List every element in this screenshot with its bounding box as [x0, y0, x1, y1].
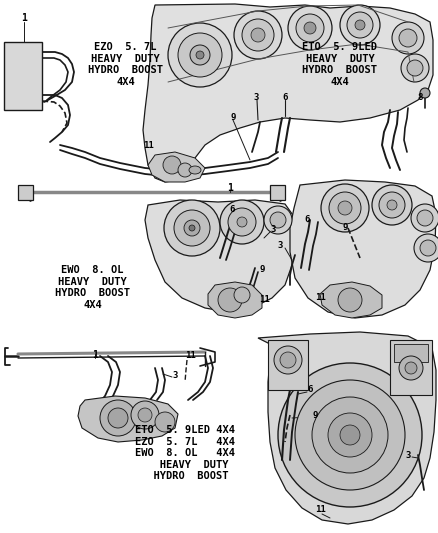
Circle shape [420, 88, 430, 98]
Circle shape [218, 288, 242, 312]
Circle shape [420, 240, 436, 256]
Circle shape [100, 400, 136, 436]
Circle shape [399, 356, 423, 380]
Circle shape [270, 212, 286, 228]
Circle shape [278, 363, 422, 507]
Circle shape [178, 163, 192, 177]
Polygon shape [208, 282, 262, 318]
Circle shape [407, 60, 423, 76]
Text: 3: 3 [253, 93, 259, 101]
Text: 11: 11 [258, 295, 269, 304]
Circle shape [108, 408, 128, 428]
Circle shape [399, 29, 417, 47]
Circle shape [228, 208, 256, 236]
Circle shape [234, 287, 250, 303]
Circle shape [196, 51, 204, 59]
Circle shape [184, 220, 200, 236]
Circle shape [189, 225, 195, 231]
Text: 11: 11 [314, 294, 325, 303]
Circle shape [312, 397, 388, 473]
Text: 11: 11 [314, 505, 325, 514]
Text: EZO  5. 7L
HEAVY  DUTY
HYDRO  BOOST
4X4: EZO 5. 7L HEAVY DUTY HYDRO BOOST 4X4 [88, 42, 163, 87]
Circle shape [220, 200, 264, 244]
Circle shape [338, 288, 362, 312]
Circle shape [340, 425, 360, 445]
Circle shape [178, 33, 222, 77]
Circle shape [387, 200, 397, 210]
Circle shape [392, 22, 424, 54]
Circle shape [288, 6, 332, 50]
Circle shape [242, 19, 274, 51]
Text: 9: 9 [312, 410, 318, 419]
Text: ETO  5. 9LED
HEAVY  DUTY
HYDRO  BOOST
4X4: ETO 5. 9LED HEAVY DUTY HYDRO BOOST 4X4 [303, 42, 378, 87]
Text: EWO  8. OL
HEAVY  DUTY
HYDRO  BOOST
4X4: EWO 8. OL HEAVY DUTY HYDRO BOOST 4X4 [55, 265, 130, 310]
Polygon shape [78, 396, 178, 442]
Bar [394, 344, 428, 362]
Circle shape [295, 380, 405, 490]
Polygon shape [258, 332, 436, 524]
Circle shape [234, 11, 282, 59]
Bar [270, 185, 285, 200]
Circle shape [329, 192, 361, 224]
Circle shape [372, 185, 412, 225]
Circle shape [417, 210, 433, 226]
Circle shape [296, 14, 324, 42]
Text: 11: 11 [185, 351, 195, 359]
Text: 8: 8 [417, 93, 423, 101]
Text: 9: 9 [259, 265, 265, 274]
Circle shape [379, 192, 405, 218]
Circle shape [138, 408, 152, 422]
Circle shape [280, 352, 296, 368]
Text: 3: 3 [172, 370, 178, 379]
Circle shape [414, 234, 438, 262]
Bar [390, 340, 432, 395]
Polygon shape [145, 200, 295, 312]
Circle shape [174, 210, 210, 246]
Circle shape [131, 401, 159, 429]
Circle shape [340, 5, 380, 45]
Circle shape [411, 204, 438, 232]
Circle shape [321, 184, 369, 232]
Circle shape [237, 217, 247, 227]
Circle shape [304, 22, 316, 34]
Circle shape [274, 346, 302, 374]
Bar [18, 185, 33, 200]
Text: 9: 9 [343, 223, 348, 232]
Circle shape [405, 362, 417, 374]
Text: 6: 6 [304, 215, 310, 224]
Text: 3: 3 [277, 240, 283, 249]
Text: ETO  5. 9LED 4X4
EZO  5. 7L   4X4
EWO  8. OL   4X4
   HEAVY  DUTY
  HYDRO  BOOST: ETO 5. 9LED 4X4 EZO 5. 7L 4X4 EWO 8. OL … [135, 425, 235, 481]
Circle shape [347, 12, 373, 38]
Text: 3: 3 [270, 225, 276, 235]
Text: 9: 9 [230, 114, 236, 123]
Text: 6: 6 [230, 206, 235, 214]
Text: 3: 3 [405, 450, 411, 459]
Ellipse shape [189, 166, 201, 174]
Circle shape [251, 28, 265, 42]
Text: 6: 6 [307, 385, 313, 394]
Text: 11: 11 [143, 141, 153, 149]
Circle shape [190, 45, 210, 65]
Text: 1: 1 [21, 13, 27, 23]
Circle shape [163, 156, 181, 174]
Text: 1: 1 [92, 350, 98, 360]
Circle shape [328, 413, 372, 457]
Bar [268, 340, 308, 390]
Circle shape [164, 200, 220, 256]
Circle shape [168, 23, 232, 87]
Circle shape [401, 54, 429, 82]
Bar [4, 42, 42, 110]
Circle shape [155, 412, 175, 432]
Polygon shape [290, 180, 436, 318]
Text: 1: 1 [227, 183, 233, 193]
Text: 6: 6 [283, 93, 288, 101]
Polygon shape [320, 282, 382, 318]
Circle shape [264, 206, 292, 234]
Circle shape [355, 20, 365, 30]
Circle shape [338, 201, 352, 215]
Polygon shape [148, 152, 205, 182]
Polygon shape [143, 4, 433, 182]
